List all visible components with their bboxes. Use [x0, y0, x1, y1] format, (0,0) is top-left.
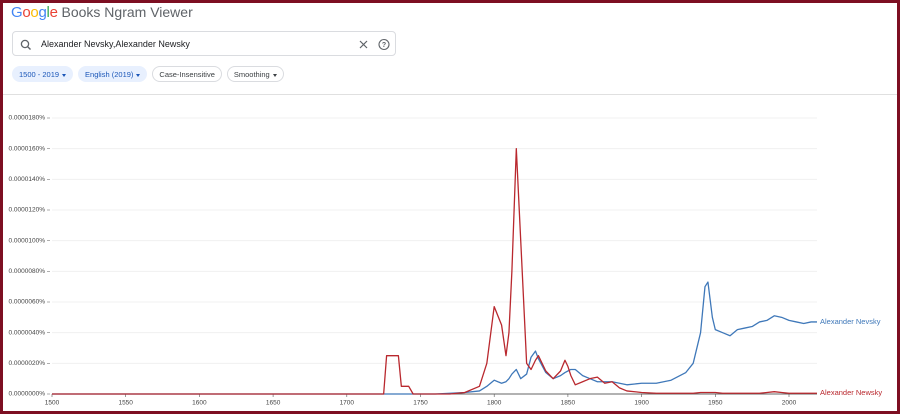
x-tick-label: 1950: [708, 400, 723, 407]
x-tick-label: 2000: [782, 400, 797, 407]
x-tick-label: 1550: [118, 400, 133, 407]
clear-button[interactable]: [359, 40, 368, 49]
series-line: [52, 148, 818, 395]
search-box[interactable]: ? Alexander Nevsky,Alexander Newsky: [12, 31, 396, 56]
case-chip[interactable]: Case-Insensitive: [152, 66, 222, 82]
y-tick-label: 0.0000120%: [8, 207, 45, 214]
search-query[interactable]: Alexander Nevsky,Alexander Newsky: [41, 39, 190, 49]
series-line: [52, 281, 818, 395]
y-tick-label: 0.0000060%: [8, 299, 45, 306]
search-icons: ?: [20, 38, 390, 51]
y-tick-label: 0.0000000%: [8, 391, 45, 398]
smoothing-chip[interactable]: Smoothing: [226, 66, 284, 82]
y-tick-label: 0.0000080%: [8, 268, 45, 275]
y-tick-label: 0.0000100%: [8, 237, 45, 244]
divider: [3, 94, 897, 95]
x-tick-label: 1750: [413, 400, 428, 407]
corpus-chip[interactable]: English (2019): [78, 66, 148, 82]
x-tick-label: 1650: [266, 400, 281, 407]
app-title: Books Ngram Viewer: [61, 4, 193, 20]
x-tick-label: 1850: [561, 400, 576, 407]
filter-chips: 1500 - 2019 English (2019) Case-Insensit…: [12, 66, 284, 82]
google-logo: Google: [11, 4, 58, 21]
x-tick-label: 1600: [192, 400, 207, 407]
x-tick-label: 1900: [634, 400, 649, 407]
y-tick-label: 0.0000180%: [8, 115, 45, 122]
help-button[interactable]: ?: [378, 38, 390, 51]
x-tick-label: 1500: [45, 400, 60, 407]
y-tick-label: 0.0000140%: [8, 176, 45, 183]
x-tick-label: 1700: [340, 400, 355, 407]
logo: Google Books Ngram Viewer: [11, 4, 193, 21]
svg-text:?: ?: [382, 42, 386, 49]
y-tick-label: 0.0000160%: [8, 145, 45, 152]
y-tick-label: 0.0000040%: [8, 329, 45, 336]
year-range-chip[interactable]: 1500 - 2019: [12, 66, 74, 82]
y-tick-label: 0.0000020%: [8, 360, 45, 367]
series-label: Alexander Newsky: [820, 388, 882, 397]
x-tick-label: 1800: [487, 400, 502, 407]
series-label: Alexander Nevsky: [820, 317, 881, 326]
